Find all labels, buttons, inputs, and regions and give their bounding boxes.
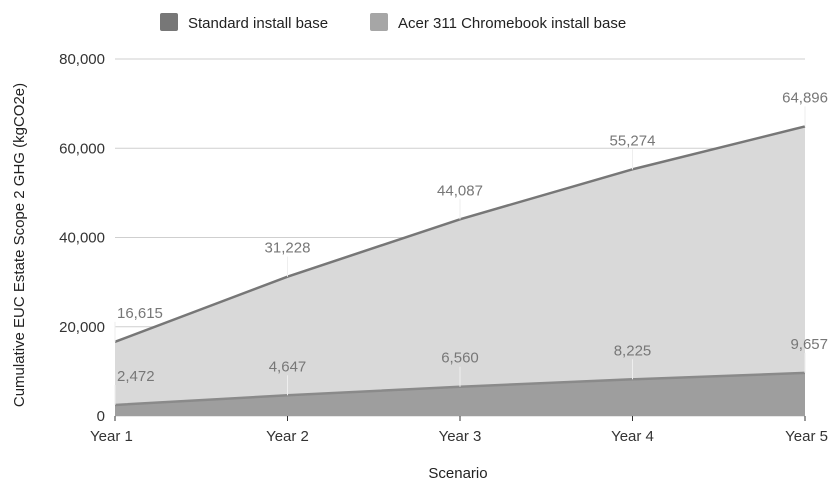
- data-label-standard: 2,472: [117, 368, 155, 385]
- data-label-standard: 6,560: [441, 350, 479, 367]
- x-axis-title: Scenario: [428, 465, 487, 481]
- y-tick-label: 40,000: [59, 230, 105, 247]
- x-tick-label: Year 3: [439, 428, 482, 445]
- data-labels: 2,472 4,647 6,560 8,225 9,657 16,615 31,228 44,…: [114, 89, 828, 405]
- area-standard: [115, 372, 805, 416]
- y-axis-title: Cumulative EUC Estate Scope 2 GHG (kgCO2…: [11, 83, 28, 407]
- x-axis-ticks: Year 1 Year 2 Year 3 Year 4 Year 5: [90, 416, 828, 445]
- data-label-standard: 8,225: [614, 342, 652, 359]
- data-label-acer: 16,615: [117, 305, 163, 322]
- legend-label-acer: Acer 311 Chromebook install base: [398, 15, 626, 32]
- y-axis-ticks: 0 20,000 40,000 60,000 80,000: [59, 51, 105, 425]
- legend: Standard install base Acer 311 Chromeboo…: [160, 13, 626, 32]
- data-label-standard: 4,647: [269, 358, 307, 375]
- y-tick-label: 80,000: [59, 51, 105, 68]
- legend-label-standard: Standard install base: [188, 15, 328, 32]
- data-label-acer: 44,087: [437, 182, 483, 199]
- area-acer: [115, 126, 805, 416]
- x-tick-label: Year 4: [611, 428, 654, 445]
- y-tick-label: 60,000: [59, 140, 105, 157]
- data-label-acer: 31,228: [265, 240, 311, 257]
- x-tick-label: Year 2: [266, 428, 309, 445]
- data-label-standard: 9,657: [790, 336, 828, 353]
- series-areas: [114, 125, 806, 416]
- data-label-acer: 55,274: [610, 132, 656, 149]
- y-tick-label: 0: [97, 408, 105, 425]
- legend-swatch-standard: [160, 13, 178, 31]
- legend-swatch-acer: [370, 13, 388, 31]
- x-tick-label: Year 5: [785, 428, 828, 445]
- x-tick-label: Year 1: [90, 428, 133, 445]
- data-label-acer: 64,896: [782, 89, 828, 106]
- y-tick-label: 20,000: [59, 319, 105, 336]
